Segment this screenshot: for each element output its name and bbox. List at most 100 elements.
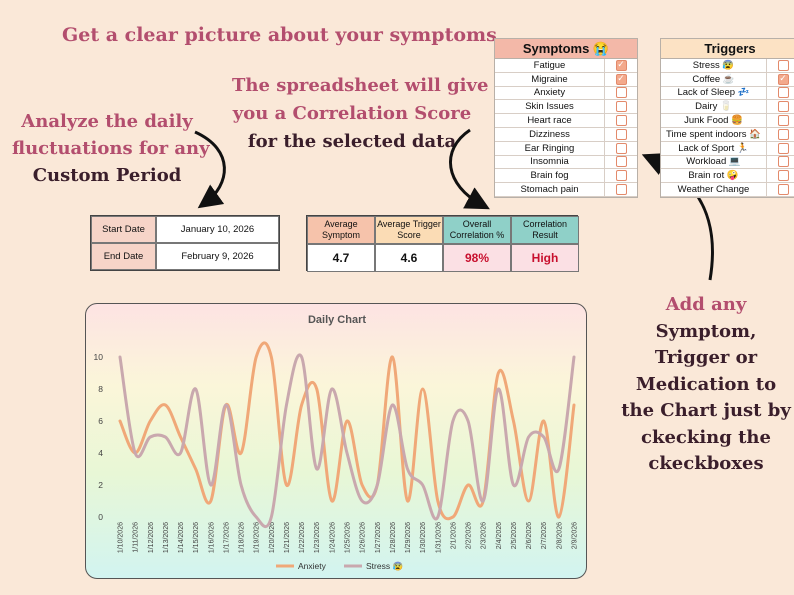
trigger-checkbox-cell: [767, 114, 794, 127]
x-tick-label: 1/29/2026: [405, 522, 412, 553]
trigger-row: Lack of Sleep 💤: [661, 86, 794, 101]
symptom-checkbox[interactable]: [615, 59, 627, 71]
trigger-checkbox[interactable]: [777, 184, 789, 196]
x-tick-label: 2/4/2026: [496, 522, 503, 549]
trigger-checkbox[interactable]: [777, 73, 789, 85]
symptom-checkbox[interactable]: [615, 184, 627, 196]
trigger-row: Brain rot 🤪: [661, 169, 794, 184]
correlation-result-header: Correlation Result: [511, 216, 579, 244]
triggers-table: Triggers Stress 😰Coffee ☕Lack of Sleep 💤…: [660, 38, 794, 198]
symptom-checkbox[interactable]: [615, 87, 627, 99]
trigger-row: Stress 😰: [661, 59, 794, 73]
symptom-row: Anxiety: [495, 86, 637, 101]
analyze-callout: Analyze the daily fluctuations for any C…: [12, 108, 210, 189]
average-trigger-header: Average Trigger Score: [375, 216, 443, 244]
trigger-row: Dairy 🥛: [661, 100, 794, 115]
x-tick-label: 2/8/2026: [556, 522, 563, 549]
x-tick-label: 1/28/2026: [390, 522, 397, 553]
trigger-checkbox-cell: [767, 87, 794, 100]
trigger-checkbox[interactable]: [777, 156, 789, 168]
x-tick-label: 1/25/2026: [345, 522, 352, 553]
symptom-checkbox[interactable]: [615, 170, 627, 182]
x-tick-label: 1/19/2026: [254, 522, 261, 553]
symptom-checkbox-cell: [605, 100, 637, 113]
x-tick-label: 1/20/2026: [269, 522, 276, 553]
add-callout: Add any Symptom, Trigger or Medication t…: [618, 292, 794, 478]
trigger-label: Lack of Sport 🏃: [661, 141, 767, 155]
start-date-input[interactable]: January 10, 2026: [156, 216, 279, 243]
symptom-label: Insomnia: [495, 155, 605, 169]
symptom-checkbox-cell: [605, 128, 637, 141]
symptom-checkbox-cell: [605, 114, 637, 127]
date-range-table: Start Date January 10, 2026 End Date Feb…: [90, 215, 280, 271]
trigger-checkbox[interactable]: [777, 128, 789, 140]
end-date-label: End Date: [91, 243, 156, 270]
symptoms-header: Symptoms 😭: [495, 39, 637, 59]
daily-chart-svg: Daily Chart 0 2 4 6 8 10 1/10/2026 1/11/2026 1/12…: [94, 314, 579, 571]
trigger-checkbox[interactable]: [777, 170, 789, 182]
trigger-label: Weather Change: [661, 183, 767, 196]
y-tick-label: 8: [98, 384, 103, 394]
end-date-input[interactable]: February 9, 2026: [156, 243, 279, 270]
x-tick-label: 1/31/2026: [435, 522, 442, 553]
symptom-label: Heart race: [495, 114, 605, 127]
symptom-row: Skin Issues: [495, 100, 637, 115]
x-tick-label: 2/3/2026: [481, 522, 488, 549]
symptom-checkbox[interactable]: [615, 142, 627, 154]
trigger-row: Time spent indoors 🏠: [661, 127, 794, 142]
symptom-label: Ear Ringing: [495, 141, 605, 155]
trigger-label: Workload 💻: [661, 155, 767, 169]
y-tick-label: 2: [98, 480, 103, 490]
symptom-label: Dizziness: [495, 127, 605, 141]
symptom-row: Migraine: [495, 72, 637, 87]
trigger-checkbox[interactable]: [777, 101, 789, 113]
x-tick-label: 2/1/2026: [450, 522, 457, 549]
symptom-label: Skin Issues: [495, 100, 605, 114]
symptom-row: Brain fog: [495, 169, 637, 184]
symptom-checkbox[interactable]: [615, 73, 627, 85]
symptom-row: Fatigue: [495, 59, 637, 73]
analyze-callout-line: Custom Period: [32, 165, 182, 186]
overall-correlation-header: Overall Correlation %: [443, 216, 511, 244]
symptom-checkbox[interactable]: [615, 156, 627, 168]
symptom-checkbox[interactable]: [615, 115, 627, 127]
trigger-row: Coffee ☕: [661, 72, 794, 87]
y-tick-label: 6: [98, 416, 103, 426]
correlation-callout: The spreadsheet will give you a Correlat…: [232, 72, 488, 156]
overall-correlation-value: 98%: [443, 244, 511, 272]
series-line-stress: [118, 353, 576, 529]
trigger-label: Stress 😰: [661, 59, 767, 72]
series-line-anxiety: [118, 341, 576, 521]
symptom-label: Migraine: [495, 72, 605, 86]
x-tick-label: 1/15/2026: [193, 522, 200, 553]
symptom-row: Stomach pain: [495, 183, 637, 197]
symptom-checkbox-cell: [605, 59, 637, 72]
arrow-to-date-table: [194, 130, 226, 209]
trigger-label: Brain rot 🤪: [661, 169, 767, 183]
x-tick-label: 1/30/2026: [420, 522, 427, 553]
legend-label: Anxiety: [298, 561, 327, 571]
legend-label: Stress 😰: [366, 561, 403, 571]
symptom-checkbox[interactable]: [615, 101, 627, 113]
x-tick-label: 1/22/2026: [299, 522, 306, 553]
trigger-checkbox[interactable]: [777, 59, 789, 71]
x-tick-label: 1/21/2026: [284, 522, 291, 553]
x-tick-label: 1/11/2026: [133, 522, 140, 553]
x-tick-label: 1/12/2026: [148, 522, 155, 553]
add-callout-line: Add any: [665, 294, 747, 315]
trigger-checkbox[interactable]: [777, 87, 789, 99]
add-callout-line: Trigger or: [654, 347, 758, 368]
add-callout-line: ckecking the: [641, 426, 771, 448]
average-symptom-header: Average Symptom: [307, 216, 375, 244]
symptom-checkbox[interactable]: [615, 128, 627, 140]
symptom-checkbox-cell: [605, 87, 637, 100]
symptom-checkbox-cell: [605, 156, 637, 169]
trigger-checkbox[interactable]: [777, 142, 789, 154]
correlation-result-value: High: [511, 244, 579, 272]
symptoms-table: Symptoms 😭 FatigueMigraineAnxietySkin Is…: [494, 38, 638, 198]
x-tick-label: 1/23/2026: [314, 522, 321, 553]
symptom-checkbox-cell: [605, 142, 637, 155]
trigger-checkbox[interactable]: [777, 115, 789, 127]
trigger-checkbox-cell: [767, 73, 794, 86]
x-tick-label: 1/27/2026: [375, 522, 382, 553]
